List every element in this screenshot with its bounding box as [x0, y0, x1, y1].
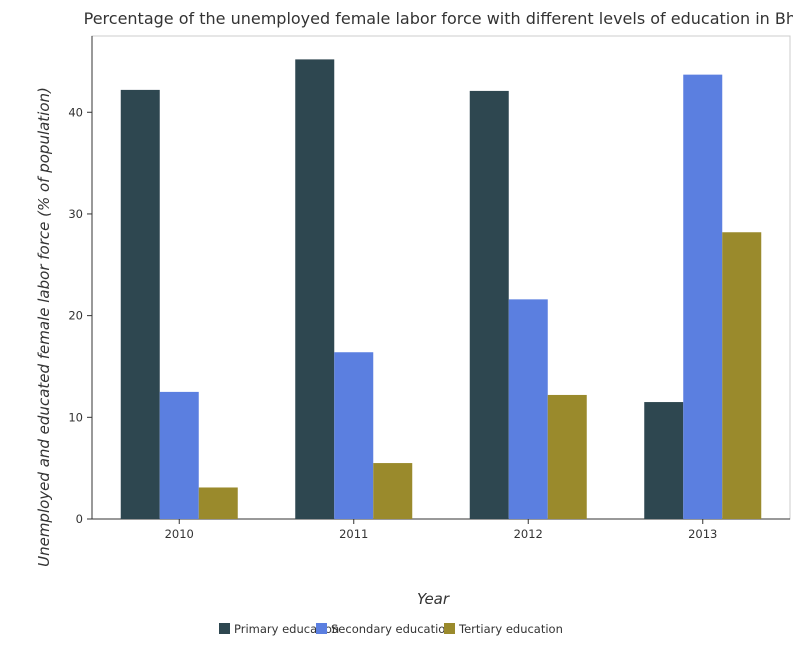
y-tick-label: 10 — [68, 410, 83, 424]
x-tick-label: 2013 — [688, 527, 717, 541]
x-tick-label: 2012 — [514, 527, 543, 541]
bars-group — [120, 59, 762, 519]
bar-primary-education-2011 — [295, 59, 335, 519]
y-tick-label: 20 — [68, 309, 83, 323]
bar-tertiary-education-2012 — [547, 394, 587, 519]
legend-label: Primary education — [234, 622, 339, 636]
bar-primary-education-2012 — [469, 90, 509, 519]
bar-secondary-education-2013 — [683, 74, 723, 519]
legend-swatch-secondary-education — [316, 623, 327, 634]
x-axis-ticks: 2010 2011 2012 2013 — [165, 519, 717, 541]
legend-label: Secondary education — [331, 622, 453, 636]
y-axis-label: Unemployed and educated female labor for… — [35, 87, 53, 567]
y-tick-label: 40 — [68, 105, 83, 119]
bar-primary-education-2010 — [120, 89, 160, 519]
y-tick-label: 0 — [76, 512, 83, 526]
bar-secondary-education-2012 — [508, 299, 548, 519]
legend-label: Tertiary education — [458, 622, 563, 636]
bar-primary-education-2013 — [644, 402, 684, 519]
y-tick-label: 30 — [68, 207, 83, 221]
x-tick-label: 2010 — [165, 527, 194, 541]
y-axis-ticks: 0 10 20 30 40 — [68, 105, 92, 526]
x-axis-label: Year — [417, 590, 450, 608]
x-tick-label: 2011 — [339, 527, 368, 541]
legend-swatch-primary-education — [219, 623, 230, 634]
bar-tertiary-education-2013 — [722, 232, 762, 519]
bar-tertiary-education-2011 — [373, 463, 413, 519]
bar-secondary-education-2011 — [334, 352, 374, 519]
chart-title: Percentage of the unemployed female labo… — [84, 9, 793, 28]
legend-swatch-tertiary-education — [444, 623, 455, 634]
bar-tertiary-education-2010 — [198, 487, 238, 519]
bar-secondary-education-2010 — [159, 391, 199, 519]
